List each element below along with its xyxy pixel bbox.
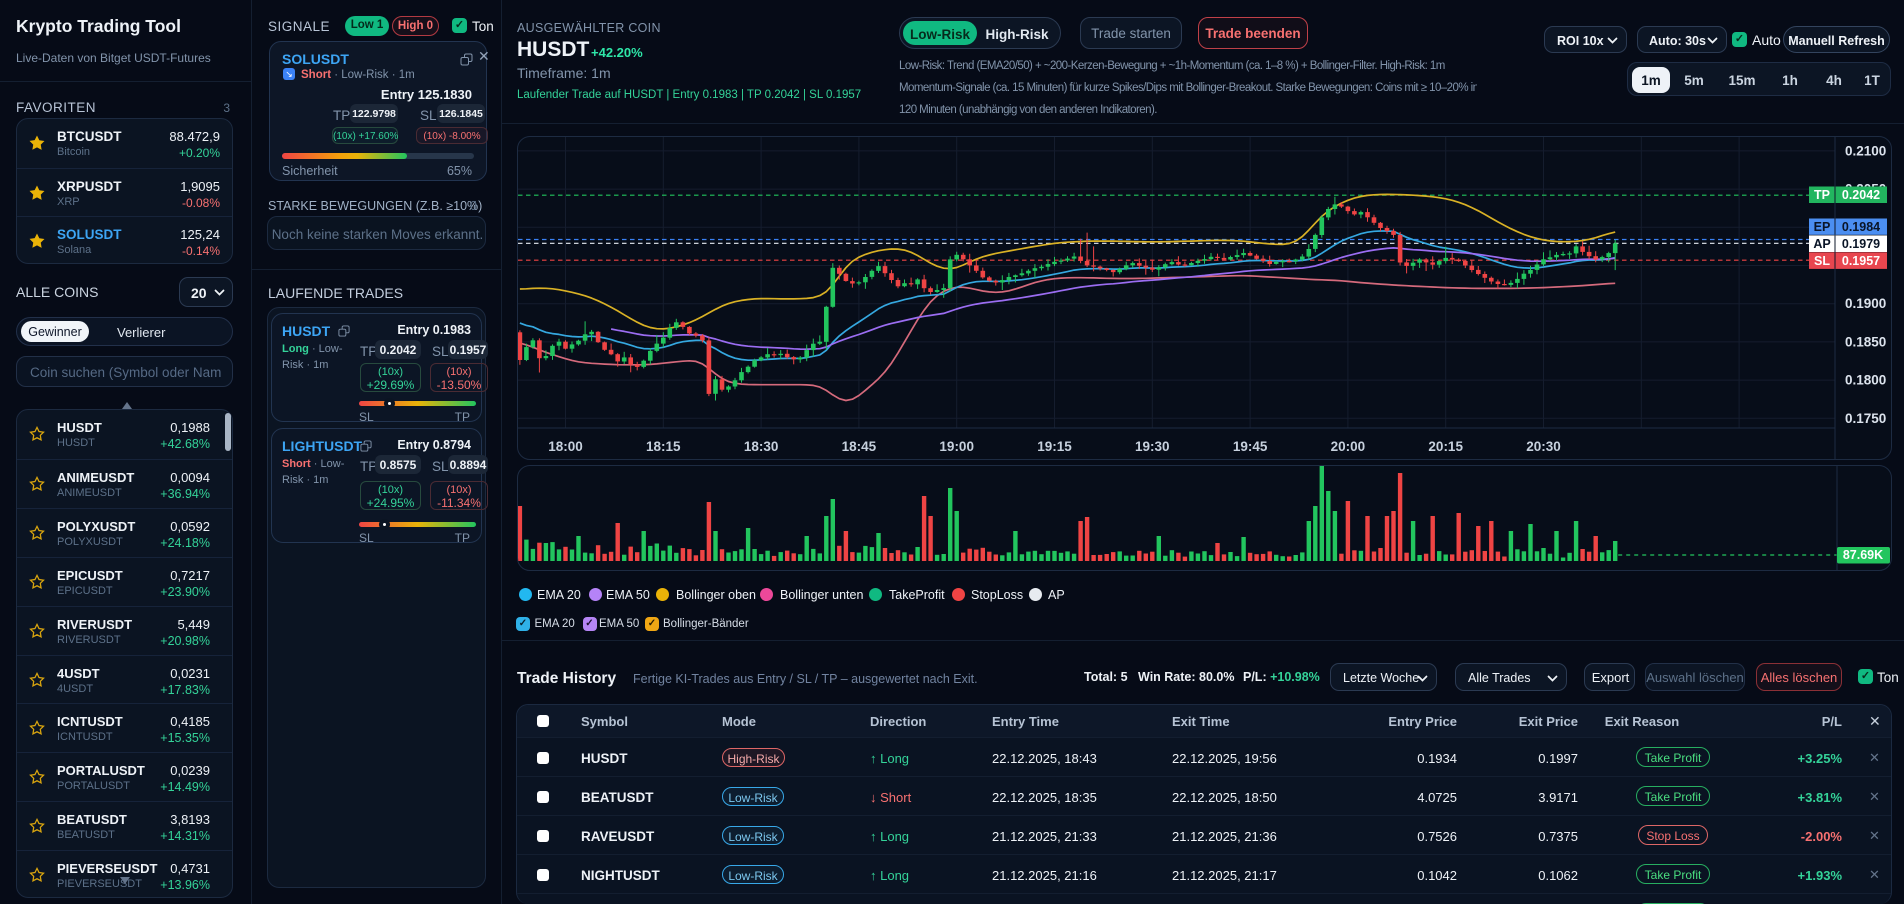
- svg-text:18:15: 18:15: [646, 439, 681, 454]
- svg-text:20:00: 20:00: [1331, 439, 1366, 454]
- svg-text:20:15: 20:15: [1428, 439, 1463, 454]
- svg-text:0.2042: 0.2042: [1842, 188, 1880, 202]
- svg-text:TP: TP: [1814, 188, 1830, 202]
- svg-text:20:30: 20:30: [1526, 439, 1561, 454]
- svg-text:SL: SL: [1814, 254, 1830, 268]
- svg-text:0.2100: 0.2100: [1845, 143, 1886, 158]
- svg-text:0.1984: 0.1984: [1842, 220, 1880, 234]
- svg-text:19:15: 19:15: [1037, 439, 1072, 454]
- svg-text:0.1979: 0.1979: [1842, 237, 1880, 251]
- svg-text:18:30: 18:30: [744, 439, 779, 454]
- svg-text:19:00: 19:00: [939, 439, 974, 454]
- svg-text:0.1957: 0.1957: [1842, 254, 1880, 268]
- svg-text:87.69K: 87.69K: [1843, 548, 1883, 562]
- svg-text:0.1800: 0.1800: [1845, 373, 1886, 388]
- svg-text:19:45: 19:45: [1233, 439, 1268, 454]
- svg-text:18:00: 18:00: [548, 439, 583, 454]
- svg-text:0.1750: 0.1750: [1845, 411, 1886, 426]
- svg-text:0.1850: 0.1850: [1845, 334, 1886, 349]
- svg-text:0.1900: 0.1900: [1845, 296, 1886, 311]
- svg-text:AP: AP: [1813, 237, 1830, 251]
- svg-text:19:30: 19:30: [1135, 439, 1170, 454]
- svg-text:18:45: 18:45: [842, 439, 877, 454]
- svg-text:EP: EP: [1814, 220, 1831, 234]
